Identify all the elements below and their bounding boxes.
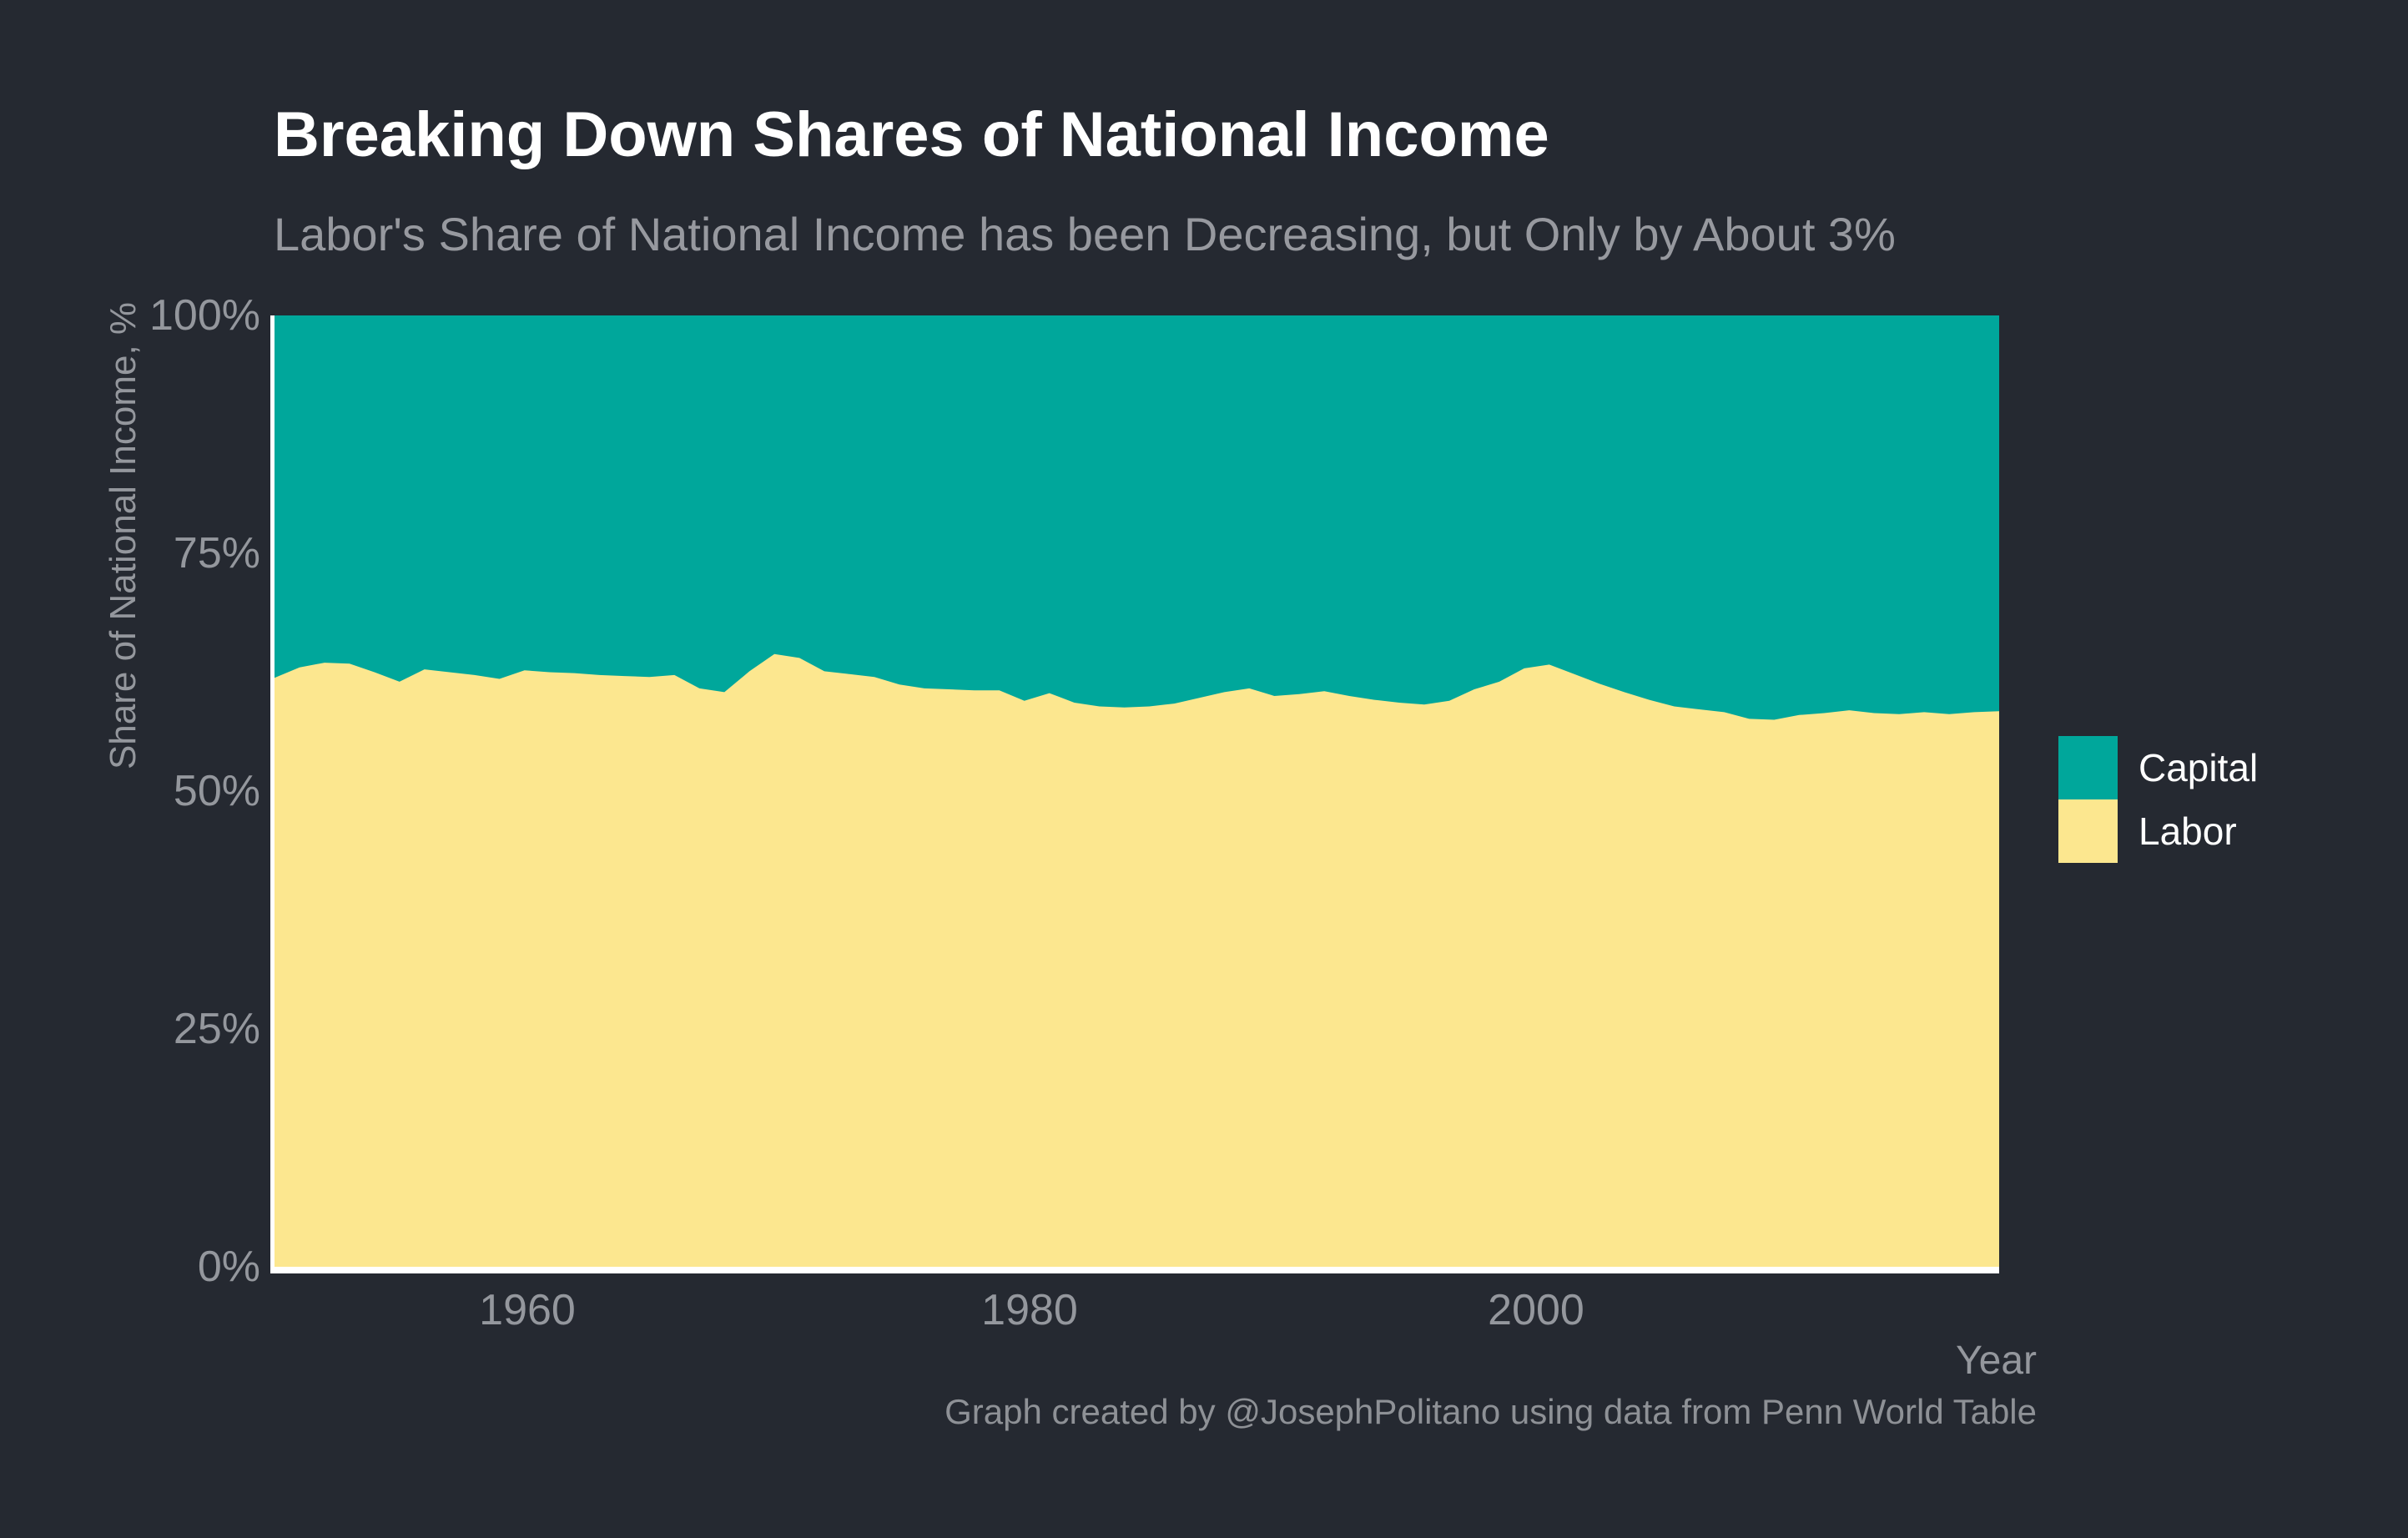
y-tick-50: 50% — [173, 767, 260, 815]
legend-item-capital: Capital — [2058, 736, 2359, 799]
legend-label-labor: Labor — [2138, 809, 2237, 853]
y-tick-25: 25% — [173, 1005, 260, 1053]
y-tick-75: 75% — [173, 529, 260, 577]
y-tick-100: 100% — [149, 291, 260, 340]
page-subtitle: Labor's Share of National Income has bee… — [274, 208, 1896, 260]
x-tick-1980: 1980 — [981, 1286, 1078, 1334]
legend-item-labor: Labor — [2058, 799, 2359, 863]
capital-swatch — [2058, 736, 2118, 799]
labor-swatch — [2058, 799, 2118, 863]
y-tick-0: 0% — [197, 1243, 260, 1291]
legend-label-capital: Capital — [2138, 746, 2259, 789]
x-axis-title: Year — [1956, 1339, 2037, 1383]
page-title: Breaking Down Shares of National Income — [274, 99, 1549, 170]
stacked-area-svg — [275, 315, 1999, 1267]
labor-area — [275, 653, 1999, 1267]
x-tick-1960: 1960 — [479, 1286, 576, 1334]
x-tick-2000: 2000 — [1488, 1286, 1584, 1334]
legend: Capital Labor — [2058, 736, 2359, 863]
plot-area — [270, 315, 1999, 1273]
credit-caption: Graph created by @JosephPolitano using d… — [945, 1392, 2037, 1431]
